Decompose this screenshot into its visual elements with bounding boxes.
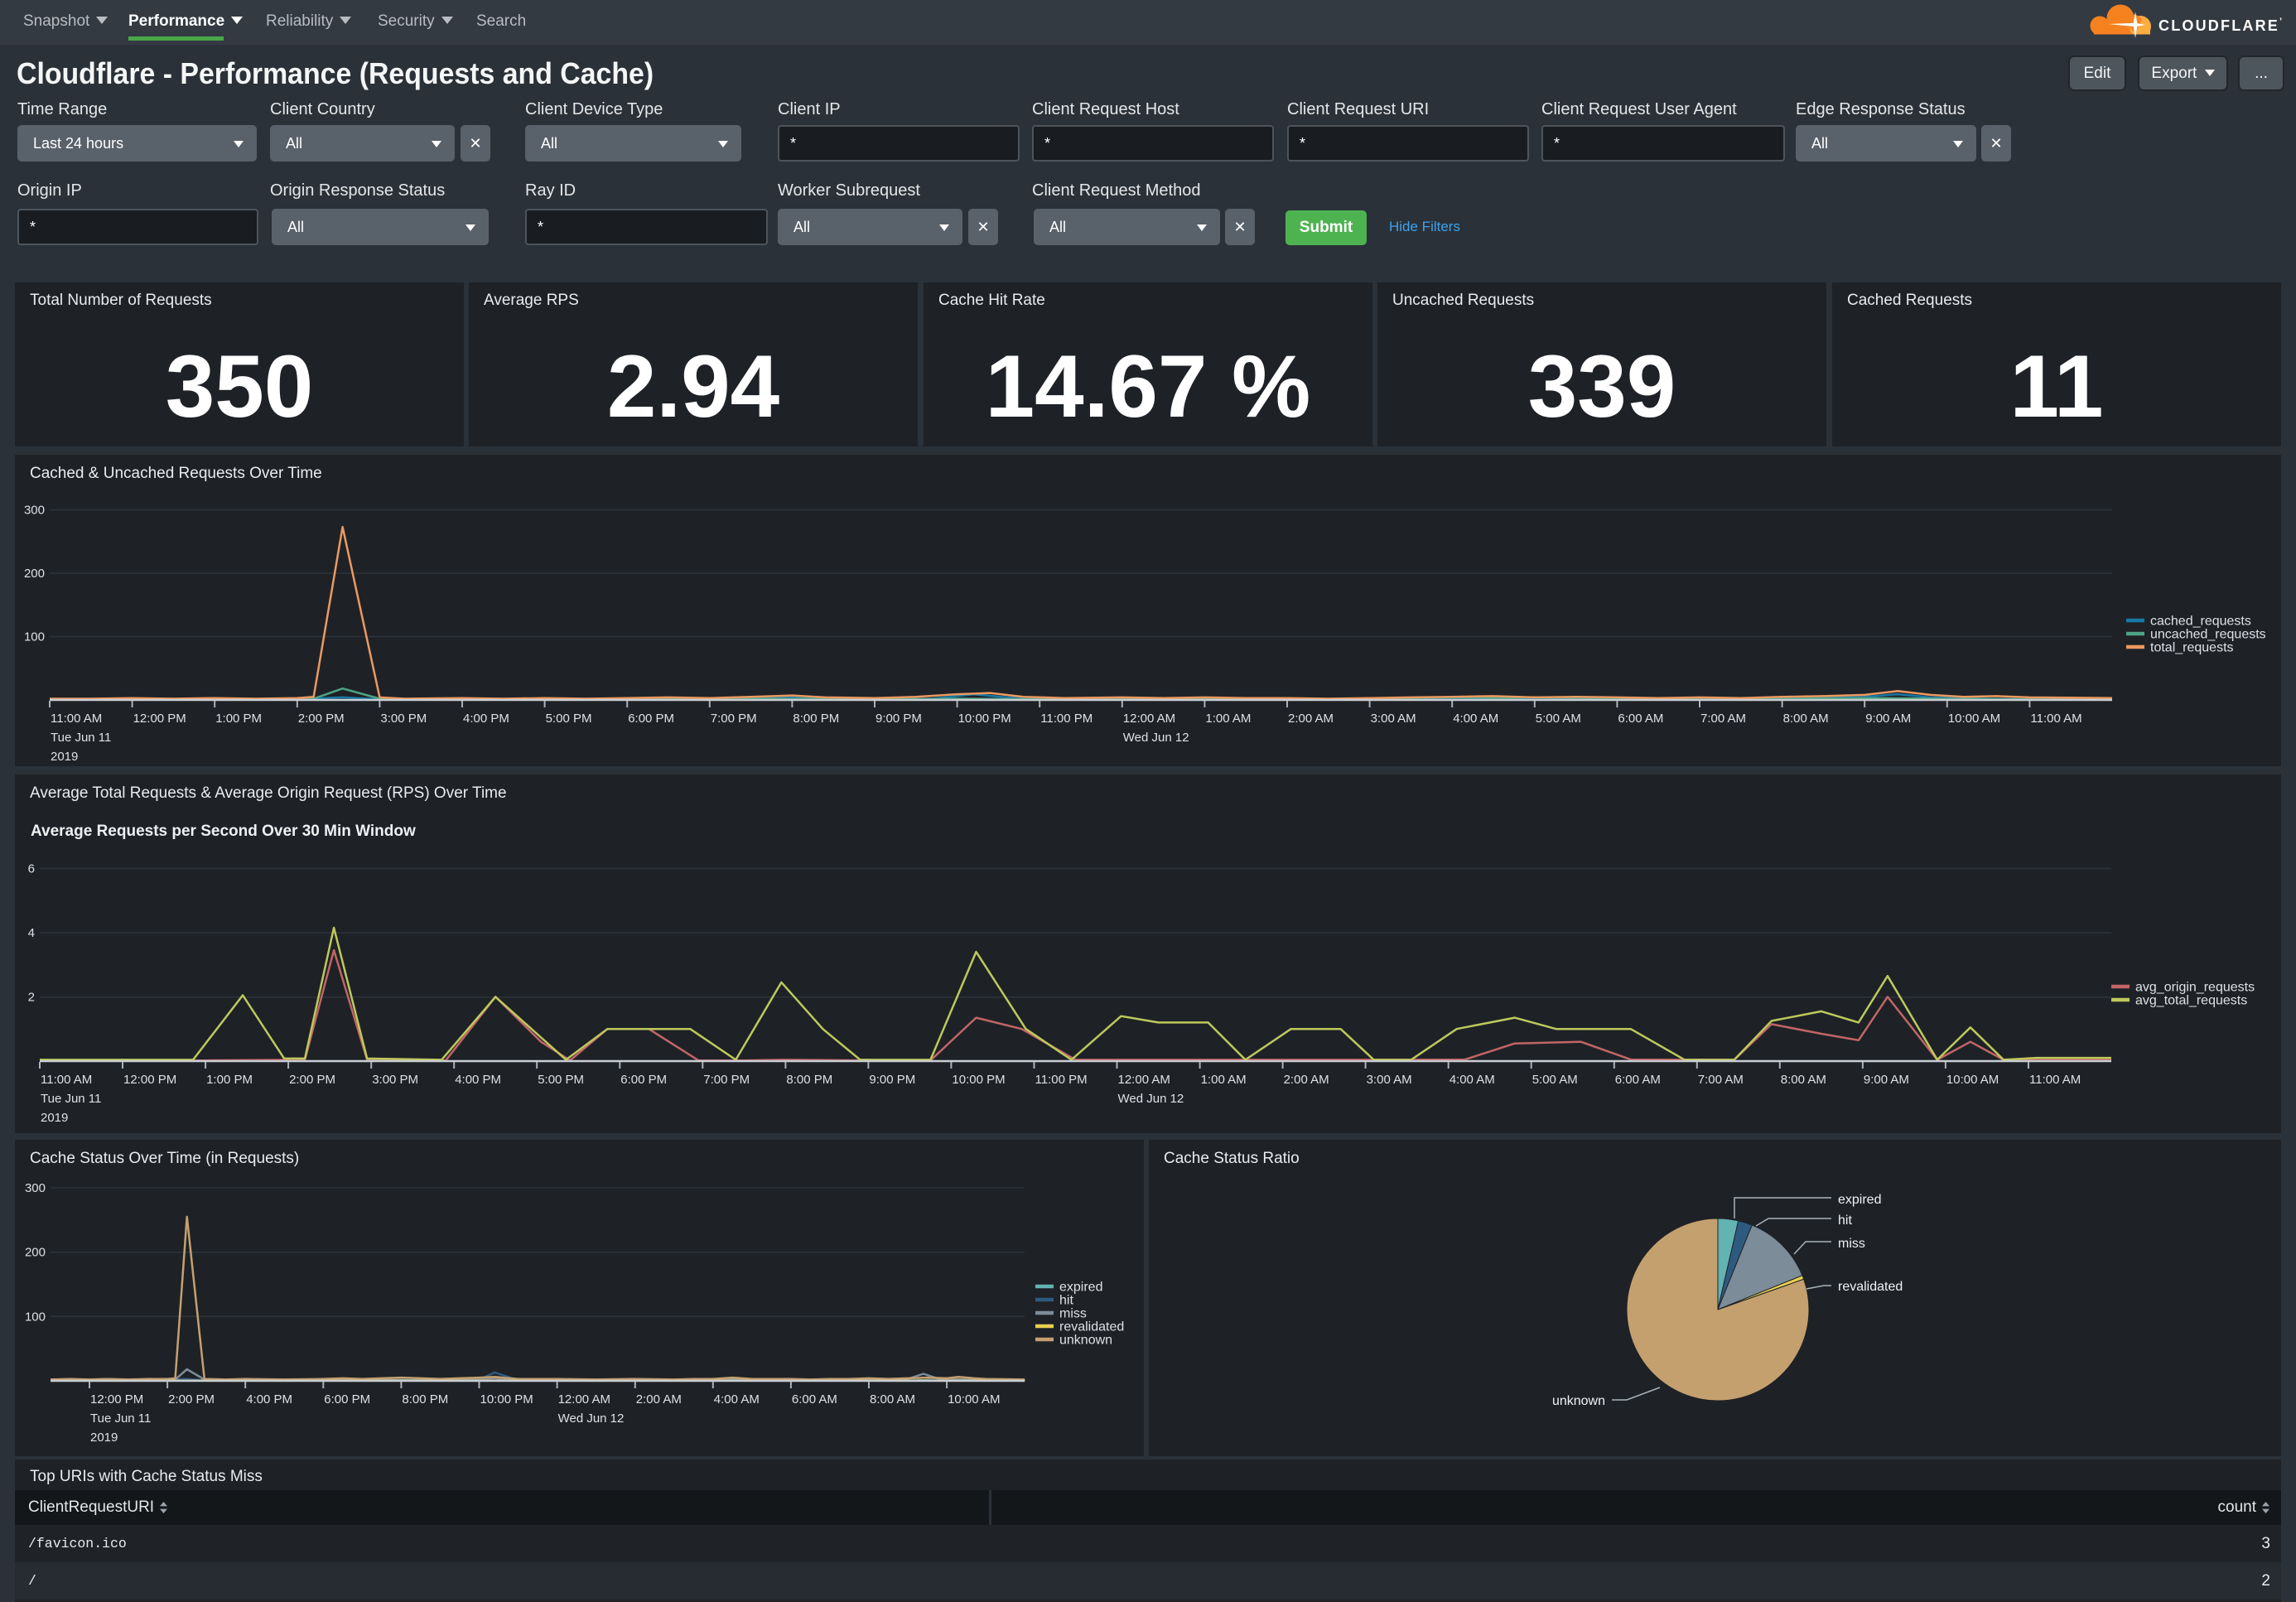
svg-text:2019: 2019 xyxy=(51,750,78,764)
svg-text:6:00 AM: 6:00 AM xyxy=(792,1392,837,1407)
svg-text:12:00 AM: 12:00 AM xyxy=(1118,1073,1170,1087)
svg-text:unknown: unknown xyxy=(1552,1394,1605,1408)
svg-text:10:00 PM: 10:00 PM xyxy=(958,712,1011,726)
svg-text:12:00 PM: 12:00 PM xyxy=(90,1392,143,1407)
svg-text:1:00 AM: 1:00 AM xyxy=(1201,1073,1247,1087)
svg-text:total_requests: total_requests xyxy=(2150,641,2234,655)
svg-text:unknown: unknown xyxy=(1059,1334,1112,1348)
svg-text:7:00 PM: 7:00 PM xyxy=(711,712,757,726)
svg-text:6:00 PM: 6:00 PM xyxy=(628,712,674,726)
svg-text:Wed Jun 12: Wed Jun 12 xyxy=(1123,731,1189,745)
svg-text:2:00 AM: 2:00 AM xyxy=(1288,712,1334,726)
svg-text:6:00 AM: 6:00 AM xyxy=(1615,1073,1661,1087)
svg-text:10:00 PM: 10:00 PM xyxy=(480,1392,533,1407)
svg-text:100: 100 xyxy=(25,1310,46,1324)
svg-text:11:00 AM: 11:00 AM xyxy=(2030,712,2081,726)
svg-text:7:00 PM: 7:00 PM xyxy=(703,1073,750,1087)
svg-text:100: 100 xyxy=(24,630,45,644)
svg-text:expired: expired xyxy=(1059,1281,1102,1295)
svg-text:200: 200 xyxy=(25,1246,46,1260)
svg-text:4:00 AM: 4:00 AM xyxy=(1449,1073,1495,1087)
svg-text:3:00 AM: 3:00 AM xyxy=(1371,712,1416,726)
svg-text:avg_total_requests: avg_total_requests xyxy=(2135,994,2247,1008)
svg-text:6: 6 xyxy=(28,861,35,876)
svg-text:revalidated: revalidated xyxy=(1838,1280,1903,1294)
svg-text:7:00 AM: 7:00 AM xyxy=(1700,712,1746,726)
svg-text:2:00 AM: 2:00 AM xyxy=(636,1392,682,1407)
svg-text:8:00 PM: 8:00 PM xyxy=(786,1073,832,1087)
svg-text:revalidated: revalidated xyxy=(1059,1320,1124,1334)
svg-text:11:00 AM: 11:00 AM xyxy=(41,1073,92,1087)
svg-text:1:00 PM: 1:00 PM xyxy=(206,1073,253,1087)
svg-text:8:00 PM: 8:00 PM xyxy=(402,1392,448,1407)
svg-text:miss: miss xyxy=(1059,1307,1087,1321)
svg-text:miss: miss xyxy=(1838,1237,1865,1251)
svg-text:11:00 AM: 11:00 AM xyxy=(2029,1073,2081,1087)
svg-text:1:00 AM: 1:00 AM xyxy=(1205,712,1251,726)
svg-text:hit: hit xyxy=(1838,1214,1852,1228)
svg-text:3:00 AM: 3:00 AM xyxy=(1367,1073,1412,1087)
svg-text:10:00 PM: 10:00 PM xyxy=(952,1073,1005,1087)
svg-text:2:00 AM: 2:00 AM xyxy=(1284,1073,1329,1087)
svg-text:2:00 PM: 2:00 PM xyxy=(289,1073,335,1087)
svg-text:4:00 AM: 4:00 AM xyxy=(1453,712,1498,726)
svg-text:Wed Jun 12: Wed Jun 12 xyxy=(558,1411,625,1426)
svg-text:6:00 PM: 6:00 PM xyxy=(324,1392,370,1407)
svg-text:Tue Jun 11: Tue Jun 11 xyxy=(51,731,111,745)
svg-text:4:00 PM: 4:00 PM xyxy=(455,1073,501,1087)
svg-text:5:00 AM: 5:00 AM xyxy=(1532,1073,1578,1087)
svg-text:avg_origin_requests: avg_origin_requests xyxy=(2135,981,2255,995)
svg-text:9:00 PM: 9:00 PM xyxy=(875,712,922,726)
svg-text:2:00 PM: 2:00 PM xyxy=(168,1392,215,1407)
svg-text:9:00 PM: 9:00 PM xyxy=(869,1073,915,1087)
svg-text:5:00 PM: 5:00 PM xyxy=(538,1073,584,1087)
svg-text:hit: hit xyxy=(1059,1294,1073,1308)
svg-text:200: 200 xyxy=(24,567,45,581)
svg-text:12:00 PM: 12:00 PM xyxy=(133,712,186,726)
svg-text:cached_requests: cached_requests xyxy=(2150,615,2251,629)
svg-text:Wed Jun 12: Wed Jun 12 xyxy=(1118,1092,1184,1106)
svg-text:1:00 PM: 1:00 PM xyxy=(215,712,262,726)
svg-text:expired: expired xyxy=(1838,1193,1881,1207)
svg-text:12:00 AM: 12:00 AM xyxy=(558,1392,610,1407)
svg-text:8:00 AM: 8:00 AM xyxy=(1783,712,1829,726)
svg-text:9:00 AM: 9:00 AM xyxy=(1864,1073,1909,1087)
svg-text:10:00 AM: 10:00 AM xyxy=(1948,712,2000,726)
svg-text:Tue Jun 11: Tue Jun 11 xyxy=(90,1411,151,1426)
svg-text:2:00 PM: 2:00 PM xyxy=(298,712,345,726)
svg-text:6:00 AM: 6:00 AM xyxy=(1618,712,1663,726)
svg-text:12:00 PM: 12:00 PM xyxy=(123,1073,176,1087)
svg-text:5:00 AM: 5:00 AM xyxy=(1536,712,1581,726)
svg-text:2: 2 xyxy=(28,991,35,1005)
svg-text:10:00 AM: 10:00 AM xyxy=(1946,1073,1999,1087)
svg-text:2019: 2019 xyxy=(90,1431,118,1445)
svg-text:12:00 AM: 12:00 AM xyxy=(1123,712,1175,726)
svg-text:3:00 PM: 3:00 PM xyxy=(372,1073,418,1087)
svg-text:11:00 PM: 11:00 PM xyxy=(1040,712,1093,726)
svg-text:uncached_requests: uncached_requests xyxy=(2150,628,2266,642)
svg-text:8:00 AM: 8:00 AM xyxy=(1781,1073,1826,1087)
svg-text:11:00 PM: 11:00 PM xyxy=(1035,1073,1088,1087)
svg-text:300: 300 xyxy=(24,504,45,518)
svg-text:6:00 PM: 6:00 PM xyxy=(620,1073,667,1087)
svg-text:8:00 AM: 8:00 AM xyxy=(870,1392,915,1407)
svg-text:3:00 PM: 3:00 PM xyxy=(380,712,427,726)
svg-text:4:00 PM: 4:00 PM xyxy=(246,1392,292,1407)
svg-text:11:00 AM: 11:00 AM xyxy=(51,712,102,726)
svg-text:10:00 AM: 10:00 AM xyxy=(948,1392,1000,1407)
svg-text:300: 300 xyxy=(25,1181,46,1195)
svg-text:4: 4 xyxy=(28,926,35,940)
svg-text:4:00 AM: 4:00 AM xyxy=(714,1392,760,1407)
svg-text:5:00 PM: 5:00 PM xyxy=(546,712,592,726)
svg-text:2019: 2019 xyxy=(41,1111,68,1125)
svg-text:9:00 AM: 9:00 AM xyxy=(1865,712,1911,726)
svg-text:7:00 AM: 7:00 AM xyxy=(1698,1073,1744,1087)
svg-text:4:00 PM: 4:00 PM xyxy=(463,712,509,726)
svg-text:8:00 PM: 8:00 PM xyxy=(793,712,839,726)
svg-text:Tue Jun 11: Tue Jun 11 xyxy=(41,1092,101,1106)
